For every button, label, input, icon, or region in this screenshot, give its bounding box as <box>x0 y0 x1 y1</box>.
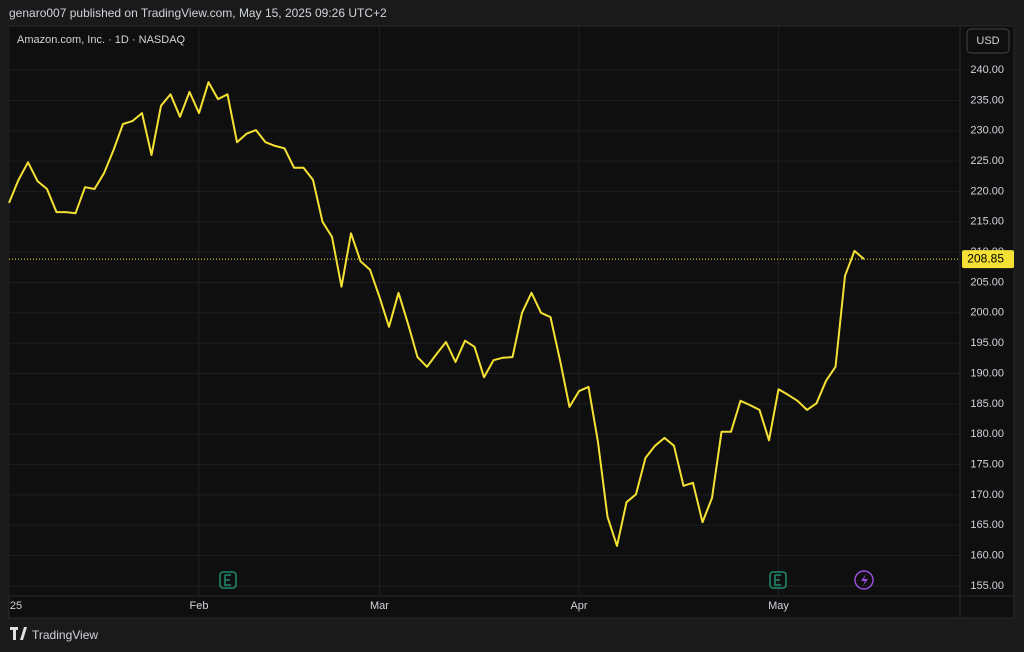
earnings-icon-glyph <box>224 574 231 586</box>
x-tick-label: May <box>768 600 789 612</box>
symbol-title: Amazon.com, Inc. · 1D · NASDAQ <box>17 34 186 46</box>
price-line <box>8 81 865 547</box>
plot: 208.85 <box>8 81 1014 547</box>
earnings-icon[interactable] <box>769 571 787 589</box>
y-tick-label: 230.00 <box>970 125 1004 137</box>
y-tick-label: 160.00 <box>970 550 1004 562</box>
y-tick-label: 215.00 <box>970 216 1004 228</box>
y-tick-label: 190.00 <box>970 367 1004 379</box>
y-tick-label: 225.00 <box>970 155 1004 167</box>
currency-label: USD <box>976 35 999 47</box>
grid: 155.00 160.00 165.00 170.00 175.00 180.00 185.… <box>8 26 1014 618</box>
x-tick-label: Apr <box>570 600 587 612</box>
brand-name: TradingView <box>32 628 98 642</box>
event-icon-ring <box>854 570 874 590</box>
brand-logo <box>10 627 27 640</box>
earnings-icon-box <box>219 571 237 589</box>
earnings-icon-glyph <box>774 574 781 586</box>
last-price-label: 208.85 <box>967 251 1004 265</box>
x-tick-label: Feb <box>190 600 209 612</box>
currency-button[interactable] <box>966 28 1010 54</box>
event-icon-bolt <box>861 574 868 586</box>
x-tick-label: Mar <box>370 600 389 612</box>
chart-panel <box>8 25 1015 619</box>
y-tick-label: 165.00 <box>970 519 1004 531</box>
y-tick-label: 205.00 <box>970 276 1004 288</box>
y-tick-label: 220.00 <box>970 185 1004 197</box>
y-tick-label: 240.00 <box>970 64 1004 76</box>
y-tick-label: 180.00 <box>970 428 1004 440</box>
last-price-badge <box>962 250 1014 269</box>
event-icon[interactable] <box>854 570 874 590</box>
y-tick-label: 235.00 <box>970 94 1004 106</box>
y-tick-label: 185.00 <box>970 398 1004 410</box>
earnings-icon[interactable] <box>219 571 237 589</box>
y-tick-label: 200.00 <box>970 307 1004 319</box>
y-tick-label: 155.00 <box>970 580 1004 592</box>
earnings-icon-box <box>769 571 787 589</box>
y-tick-label: 170.00 <box>970 489 1004 501</box>
publish-info: genaro007 published on TradingView.com, … <box>9 6 387 20</box>
y-tick-label: 195.00 <box>970 337 1004 349</box>
x-tick-label: 25 <box>10 600 22 612</box>
y-tick-label: 175.00 <box>970 458 1004 470</box>
